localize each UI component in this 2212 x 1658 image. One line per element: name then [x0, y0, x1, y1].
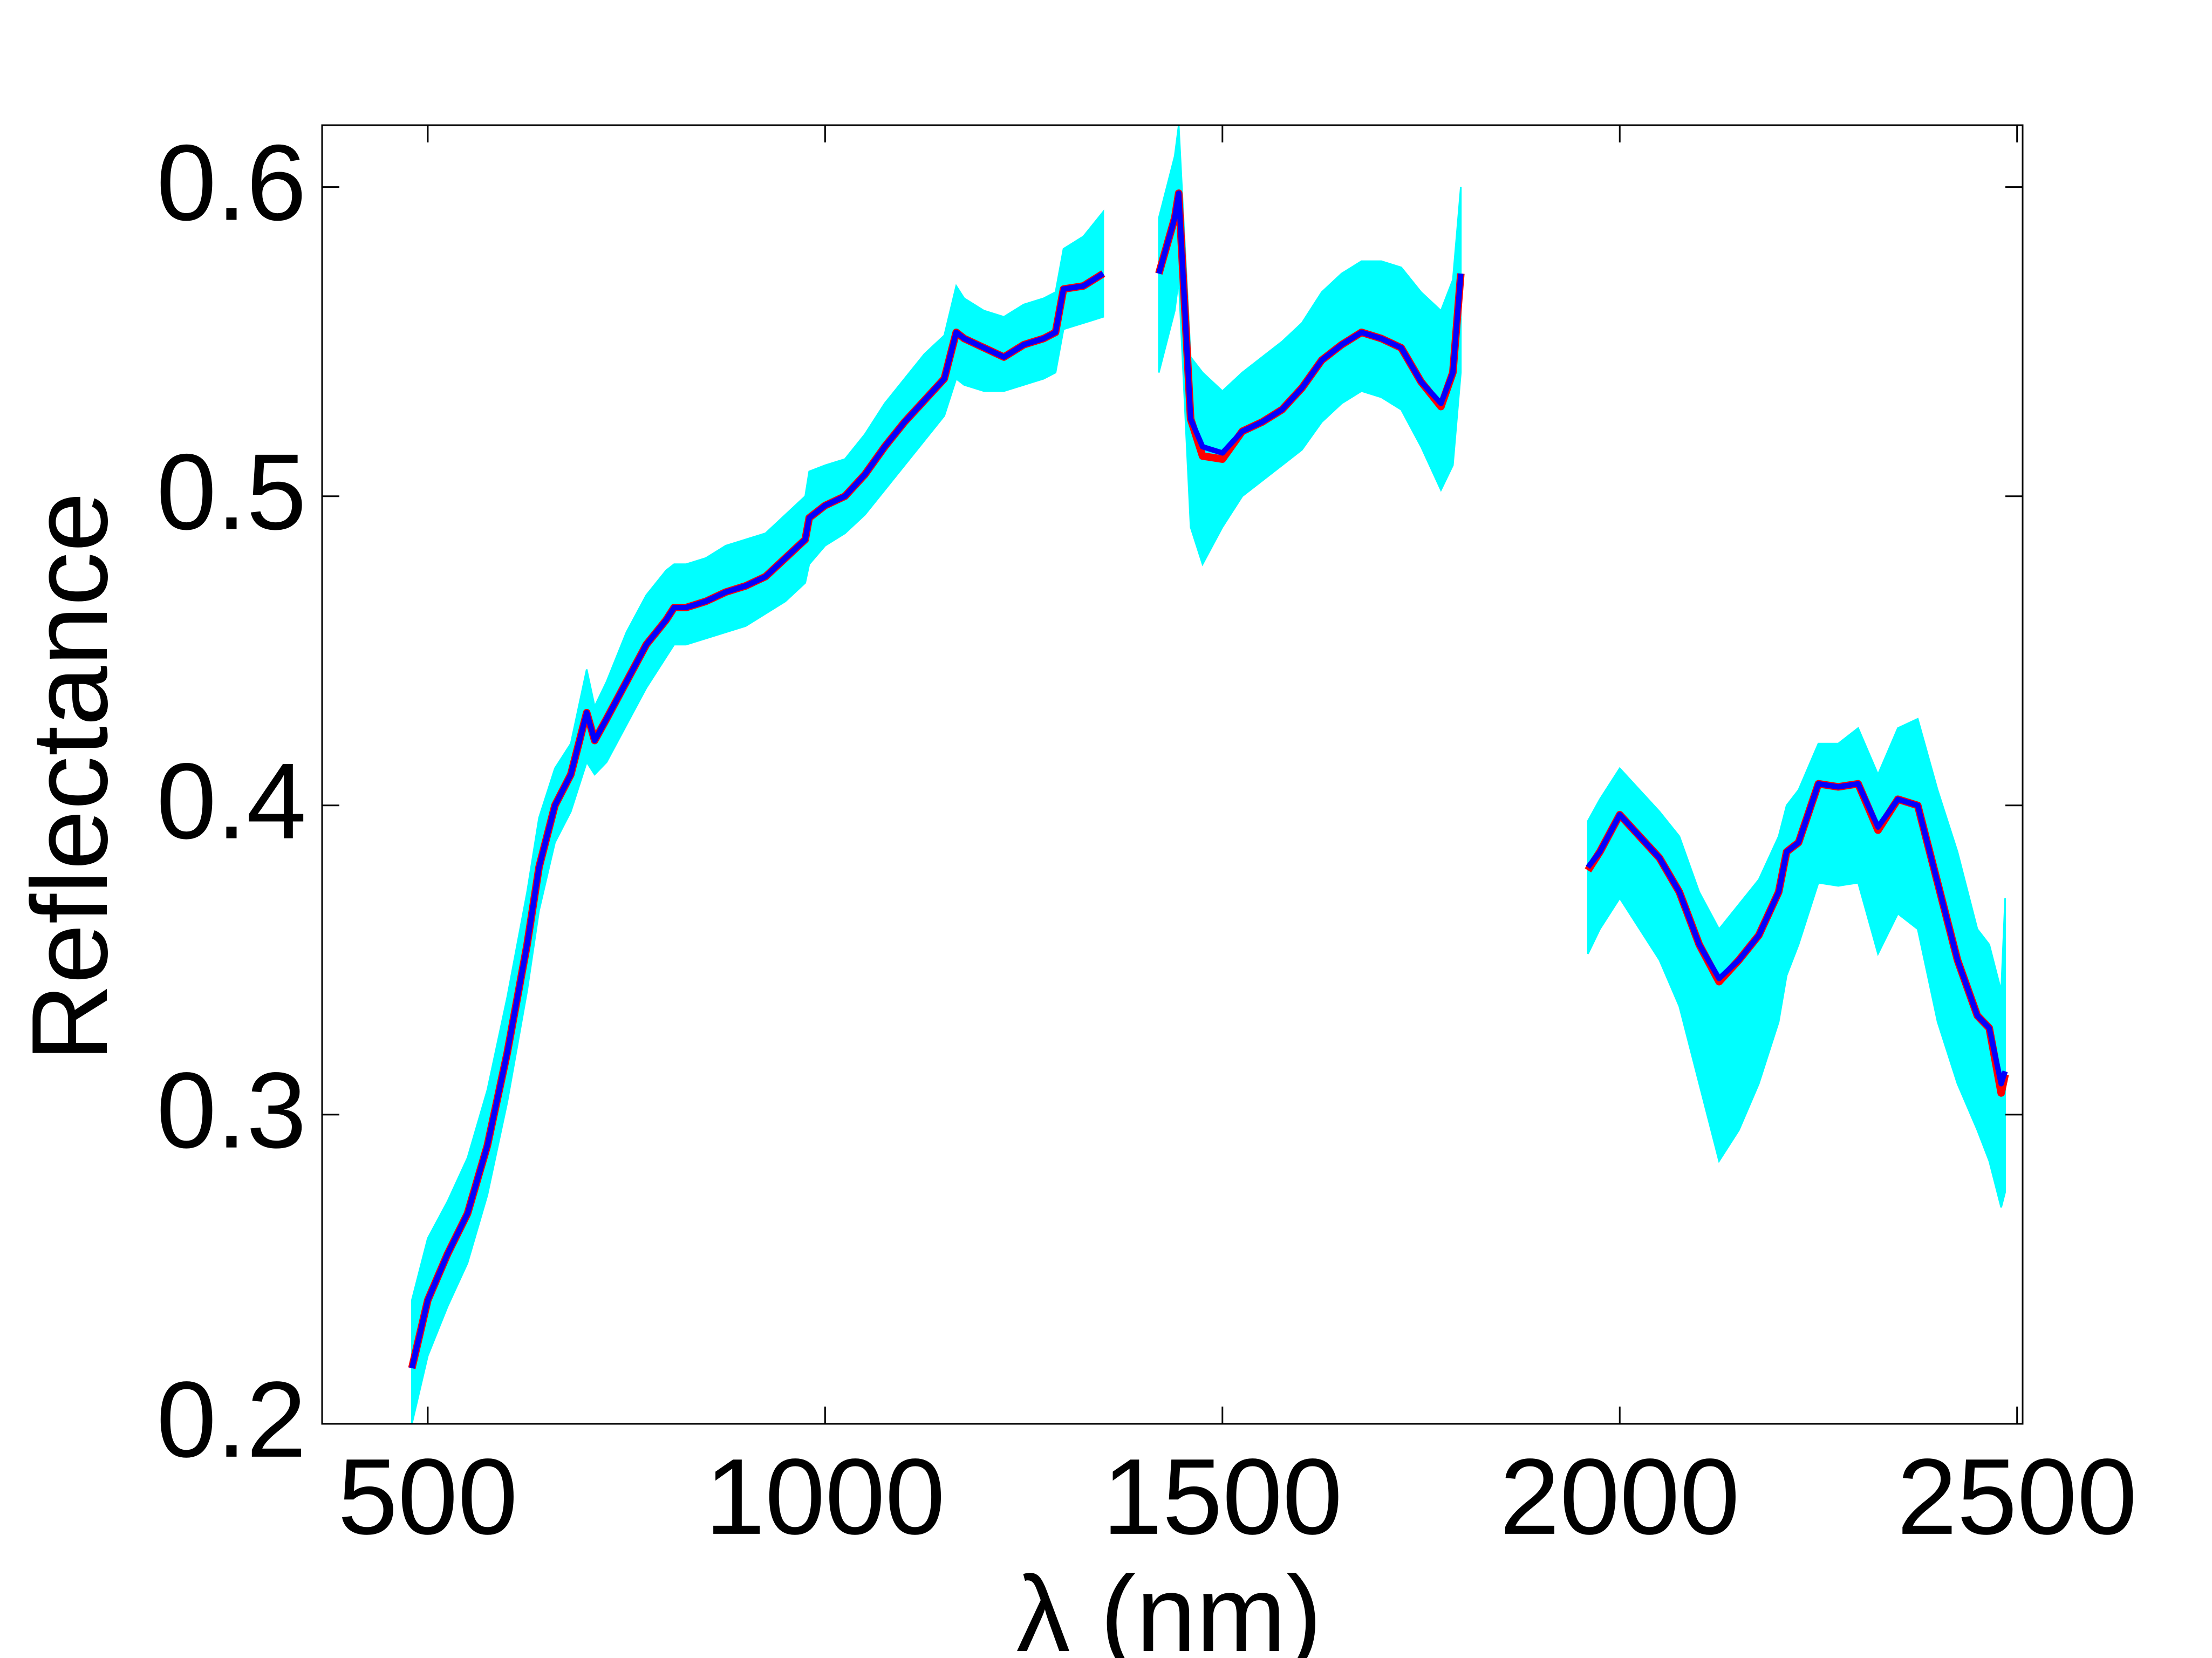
plot-area: [408, 125, 2009, 1424]
y-tick-label: 0.5: [156, 432, 306, 552]
y-tick-label: 0.3: [156, 1050, 306, 1171]
x-tick-label: 500: [338, 1437, 518, 1557]
x-tick-label: 2500: [1897, 1437, 2137, 1557]
band-area: [1158, 125, 1462, 567]
y-axis-label: Reflectance: [10, 492, 130, 1062]
x-tick-label: 1500: [1102, 1437, 1342, 1557]
y-tick-label: 0.2: [156, 1360, 306, 1480]
y-tick-label: 0.6: [156, 122, 306, 243]
line: [409, 271, 1105, 1369]
y-tick-label: 0.4: [156, 741, 306, 862]
x-tick-label: 1000: [705, 1437, 945, 1557]
x-tick-label: 2000: [1500, 1437, 1740, 1557]
line: [1586, 781, 2008, 1087]
x-axis-label: λ (nm): [1016, 1554, 1322, 1658]
plot-frame: [321, 124, 2024, 1425]
line: [1156, 190, 1464, 456]
band-area: [1587, 718, 2006, 1208]
